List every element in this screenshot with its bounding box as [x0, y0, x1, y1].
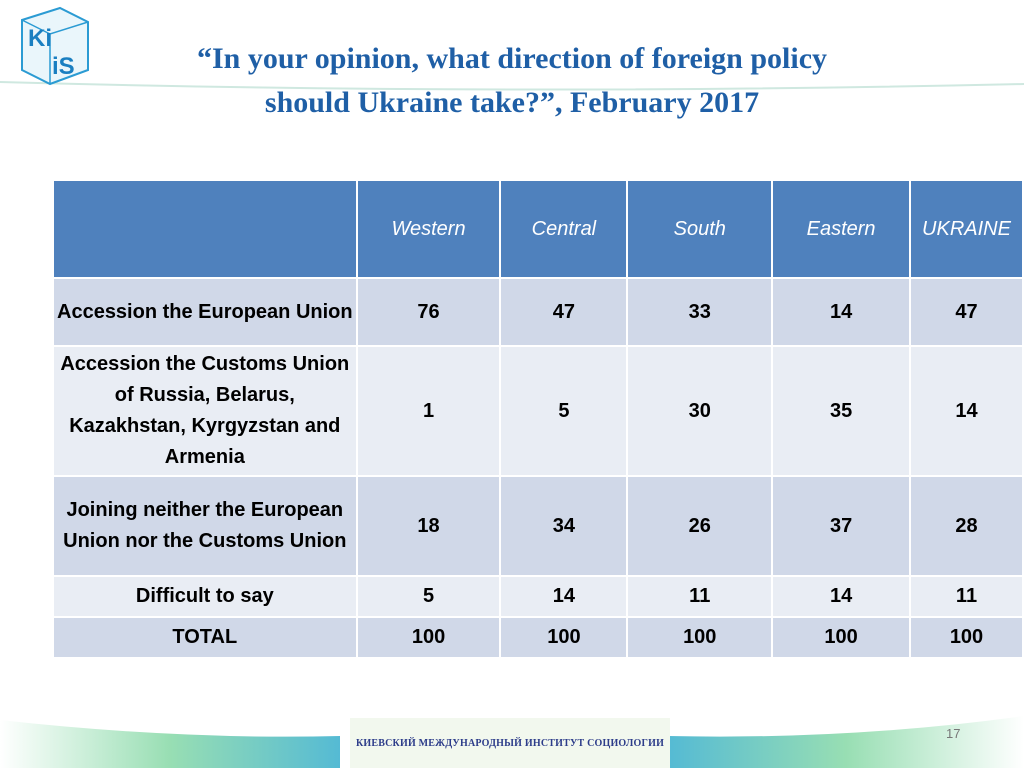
cell-value: 1	[355, 345, 502, 477]
cell-value: 47	[499, 277, 629, 347]
row-label: Joining neither the European Union nor t…	[52, 475, 358, 577]
table-row: Accession the Customs Union of Russia, B…	[52, 345, 1024, 477]
cell-value: 37	[771, 475, 912, 577]
column-header: Eastern	[771, 179, 912, 279]
footer-band	[350, 718, 670, 768]
logo-text: Ki	[28, 25, 52, 52]
cell-value: 14	[771, 575, 912, 618]
header-row: Western Central South Eastern UKRAINE	[52, 179, 1024, 279]
wave-right	[668, 716, 1024, 768]
column-header: Central	[499, 179, 629, 279]
cell-value: 18	[355, 475, 502, 577]
logo: Ki iS	[21, 6, 89, 86]
table-row: Joining neither the European Union nor t…	[52, 475, 1024, 577]
column-header: UKRAINE	[909, 179, 1024, 279]
cell-value: 35	[771, 345, 912, 477]
row-label: Accession the Customs Union of Russia, B…	[52, 345, 358, 477]
row-label: Accession the European Union	[52, 277, 358, 347]
cell-value: 30	[626, 345, 774, 477]
institute-name: КИЕВСКИЙ МЕЖДУНАРОДНЫЙ ИНСТИТУТ СОЦИОЛОГ…	[355, 738, 665, 749]
column-header: South	[626, 179, 774, 279]
cell-value: 28	[909, 475, 1024, 577]
row-label: Difficult to say	[52, 575, 358, 618]
title: should Ukraine take?”, February 2017	[264, 86, 760, 119]
title: “In your opinion, what direction of fore…	[196, 42, 828, 75]
page-number: 17	[946, 726, 961, 741]
cell-value: 14	[771, 277, 912, 347]
cell-value: 100	[499, 616, 629, 659]
row-label: TOTAL	[52, 616, 358, 659]
cell-value: 47	[909, 277, 1024, 347]
corner-cell	[52, 179, 358, 279]
cell-value: 5	[499, 345, 629, 477]
data-table: Western Central South Eastern UKRAINE Accessi…	[52, 179, 1024, 659]
table-row: Difficult to say 5 14 11 14 11	[52, 575, 1024, 618]
cell-value: 100	[909, 616, 1024, 659]
logo-text: iS	[52, 53, 75, 80]
column-header: Western	[355, 179, 502, 279]
table-row: Accession the European Union 76 47 33 14 47	[52, 277, 1024, 347]
cell-value: 14	[909, 345, 1024, 477]
cell-value: 33	[626, 277, 774, 347]
cell-value: 34	[499, 475, 629, 577]
cell-value: 11	[626, 575, 774, 618]
wave-left	[0, 720, 340, 768]
cell-value: 5	[355, 575, 502, 618]
cell-value: 76	[355, 277, 502, 347]
cell-value: 100	[771, 616, 912, 659]
cell-value: 14	[499, 575, 629, 618]
cell-value: 100	[626, 616, 774, 659]
cell-value: 11	[909, 575, 1024, 618]
cell-value: 26	[626, 475, 774, 577]
cell-value: 100	[355, 616, 502, 659]
header-line	[0, 81, 1024, 91]
table-row: TOTAL 100 100 100 100 100	[52, 616, 1024, 659]
